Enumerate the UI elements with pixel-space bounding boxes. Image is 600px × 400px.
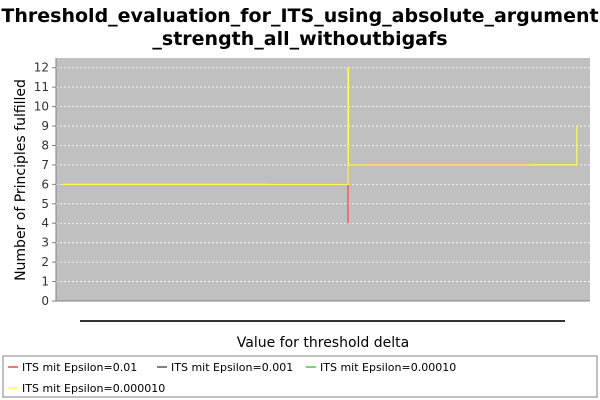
- y-tick-label: 12: [34, 61, 49, 75]
- legend-label-2: ITS mit Epsilon=0.00010: [320, 361, 456, 374]
- y-tick-label: 4: [41, 216, 49, 230]
- y-tick-label: 9: [41, 119, 49, 133]
- y-tick-label: 10: [34, 100, 49, 114]
- plot-area: [56, 58, 590, 301]
- y-tick-label: 6: [41, 177, 49, 191]
- y-tick-label: 3: [41, 236, 49, 250]
- y-axis-label: Number of Principles fulfilled: [13, 79, 29, 281]
- series-line-3: [62, 67, 578, 185]
- y-tick-label: 11: [34, 80, 49, 94]
- series-lines: [62, 67, 578, 224]
- y-tick-label: 2: [41, 255, 49, 269]
- y-tick-label: 0: [41, 294, 49, 308]
- chart-title-line-1: Threshold_evaluation_for_ITS_using_absol…: [1, 5, 598, 27]
- legend: [2, 355, 598, 398]
- y-tick-label: 5: [41, 197, 49, 211]
- x-axis-label: Value for threshold delta: [237, 335, 409, 351]
- y-tick-label: 7: [41, 158, 49, 172]
- legend-label-1: ITS mit Epsilon=0.001: [171, 361, 293, 374]
- legend-items: ITS mit Epsilon=0.01 ITS mit Epsilon=0.00…: [8, 361, 456, 395]
- legend-label-3: ITS mit Epsilon=0.000010: [22, 382, 165, 395]
- y-tick-label: 1: [41, 275, 49, 289]
- x-axis-ticks-bar: [80, 320, 565, 322]
- legend-label-0: ITS mit Epsilon=0.01: [22, 361, 137, 374]
- y-tick-label: 8: [41, 138, 49, 152]
- chart-title-line-2: _strength_all_withoutbigafs: [152, 28, 447, 50]
